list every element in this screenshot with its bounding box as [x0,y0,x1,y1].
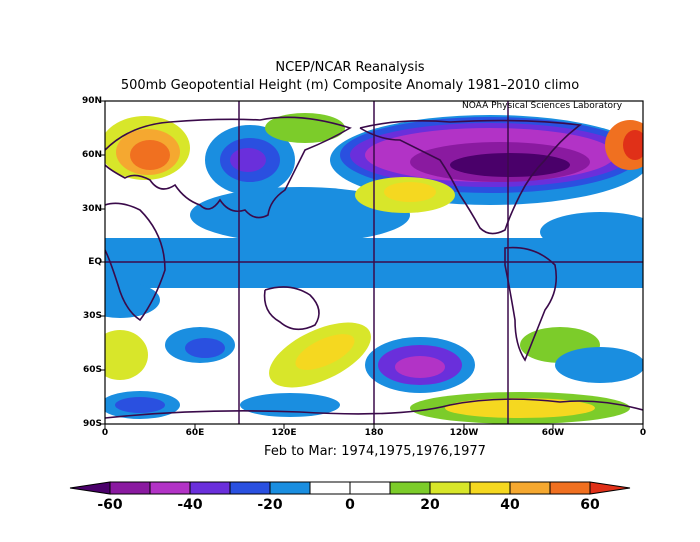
colorbar-lower-arrow [69,481,111,495]
colorbar [69,481,631,495]
negative-region [185,338,225,358]
positive-region [295,334,355,370]
negative-region [190,187,410,243]
period-caption: Feb to Mar: 1974,1975,1976,1977 [264,444,486,459]
colorbar-label: -60 [97,497,123,513]
africa-outline [105,202,166,322]
lon-label: 0 [101,428,109,438]
colorbar-label: 40 [500,497,520,513]
colorbar-swatch [189,481,231,495]
colorbar-upper-arrow [589,481,631,495]
colorbar-label: -40 [177,497,203,513]
colorbar-swatch [109,481,151,495]
colorbar-label: 0 [345,497,355,513]
grid [105,101,643,424]
colorbar-swatch [349,481,391,495]
lon-label: 60W [541,428,565,438]
lat-label: 30N [81,204,102,214]
lon-label: 120W [449,428,479,438]
lon-label: 120E [271,428,297,438]
positive-region [623,130,643,160]
map-subtitle: 500mb Geopotential Height (m) Composite … [120,78,580,93]
negative-region [105,282,160,318]
lat-label: 60S [82,365,102,375]
lat-label: 90N [81,96,102,106]
colorbar-swatch [149,481,191,495]
positive-region [445,398,595,418]
positive-region [384,182,436,202]
negative-region [450,153,570,177]
lat-label: 60N [81,150,102,160]
antarctica-outline [105,398,643,419]
australia-outline [263,286,320,331]
colorbar-swatch [389,481,431,495]
lon-label: 180 [364,428,384,438]
negative-region [230,148,266,172]
negative-region [540,212,643,252]
axis-ticks [100,100,644,429]
positive-region [265,113,345,143]
colorbar-swatch [509,481,551,495]
colorbar-swatch [429,481,471,495]
colorbar-label: -20 [257,497,283,513]
negative-region [395,356,445,378]
lon-label: 60E [185,428,205,438]
lat-label: EQ [88,257,102,267]
map-title: NCEP/NCAR Reanalysis [275,60,425,75]
negative-region [115,397,165,413]
credit-label: NOAA Physical Sciences Laboratory [462,101,623,111]
lat-label: 30S [82,311,102,321]
positive-region [105,330,148,380]
colorbar-swatch [229,481,271,495]
lat-label: 90S [82,419,102,429]
negative-region [555,347,643,383]
positive-region [130,140,170,170]
colorbar-swatch [309,481,351,495]
colorbar-swatch [469,481,511,495]
colorbar-label: 60 [580,497,600,513]
colorbar-label: 20 [420,497,440,513]
colorbar-swatch [549,481,591,495]
lon-label: 0 [639,428,647,438]
colorbar-swatch [269,481,311,495]
eurasia-outline [105,116,352,219]
